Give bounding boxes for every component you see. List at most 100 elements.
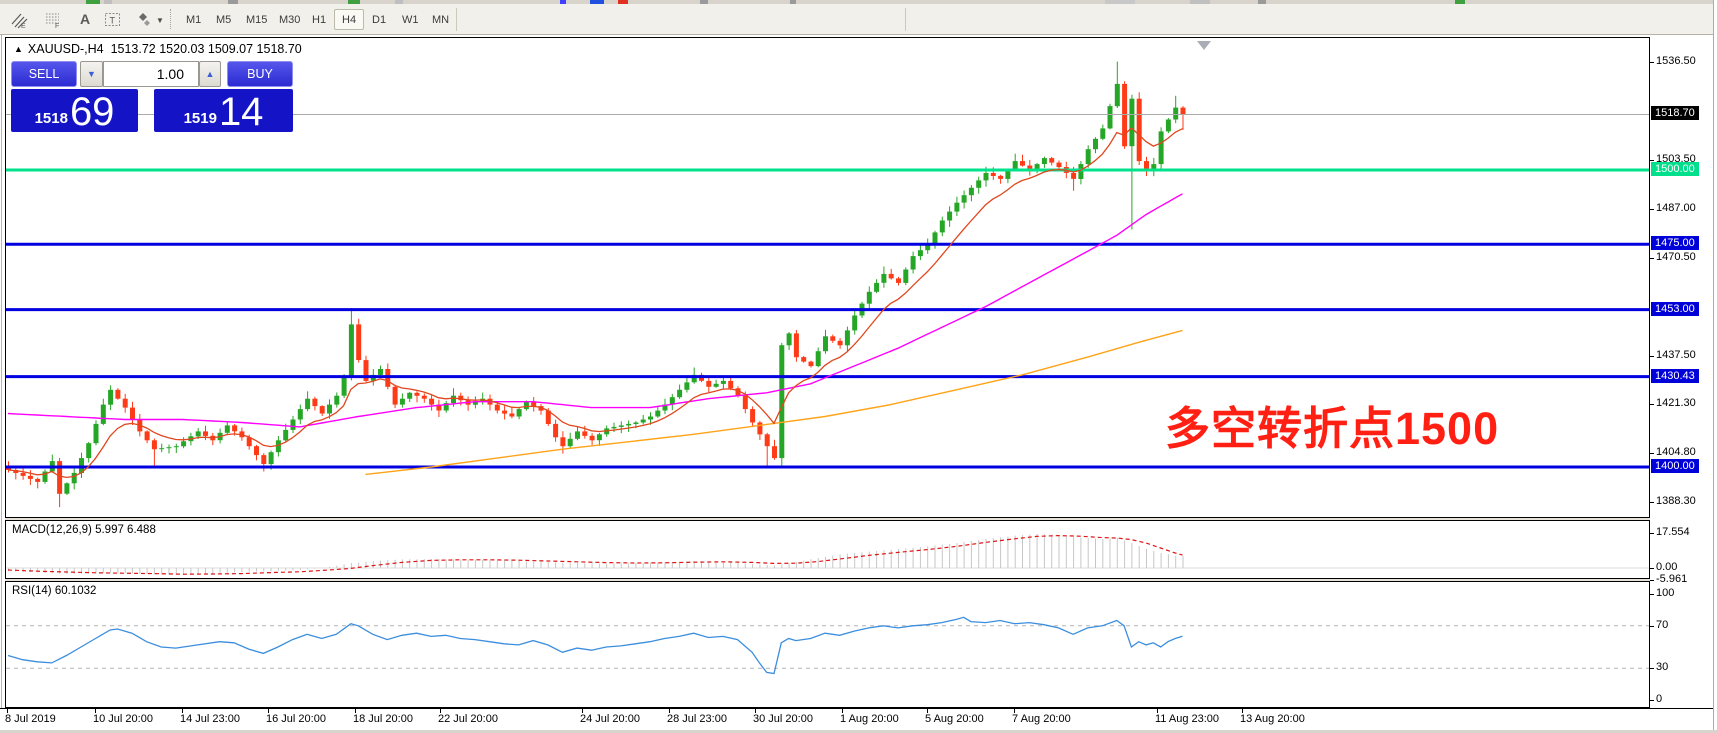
pane-splitter[interactable]: [5, 579, 1650, 581]
slow-ma-line: [365, 329, 1183, 476]
equidistant-channel-icon[interactable]: E: [6, 7, 32, 31]
time-tick-label: 30 Jul 20:00: [753, 713, 813, 725]
timeframe-button-m15[interactable]: M15: [246, 14, 268, 26]
volume-decrease-button[interactable]: ▼: [80, 61, 103, 87]
price-axis[interactable]: 1536.50 1503.50 1487.00 1470.50 1437.50 1421.…: [1650, 37, 1714, 708]
price-chart-canvas[interactable]: [6, 38, 1649, 517]
time-tick: [1242, 709, 1243, 713]
toolbar-divider: [456, 8, 457, 31]
sell-price-main: 1518: [34, 110, 68, 127]
axis-tick: [1650, 533, 1654, 534]
axis-tick: [1650, 626, 1654, 627]
sell-quote-panel[interactable]: 1518 69: [11, 89, 138, 132]
window-bottom-border: [0, 730, 1717, 733]
price-badge: 1500.00: [1651, 162, 1699, 176]
window-edge-fragment: [348, 0, 360, 4]
text-tool-icon[interactable]: A: [79, 11, 91, 27]
scroll-end-marker-icon: [1197, 41, 1211, 50]
timeframe-button-d1[interactable]: D1: [372, 14, 387, 26]
time-tick: [669, 709, 670, 713]
buy-price-pips: 14: [218, 90, 264, 134]
macd-tick-label: 0.00: [1656, 561, 1678, 573]
macd-histogram: [8, 534, 1184, 575]
axis-tick: [1650, 404, 1654, 405]
timeframe-button-h1[interactable]: H1: [312, 14, 327, 26]
price-badge: 1475.00: [1651, 236, 1699, 250]
time-tick: [582, 709, 583, 713]
time-tick: [355, 709, 356, 713]
time-tick-label: 24 Jul 20:00: [580, 713, 640, 725]
price-badge: 1518.70: [1651, 106, 1699, 120]
time-tick: [927, 709, 928, 713]
timeframe-button-h4[interactable]: H4: [334, 9, 365, 30]
axis-tick: [1650, 568, 1654, 569]
macd-label: MACD(12,26,9) 5.997 6.488: [12, 524, 156, 536]
svg-text:F: F: [55, 23, 59, 29]
time-axis[interactable]: 8 Jul 2019 10 Jul 20:00 14 Jul 23:00 16 Jul…: [0, 708, 1714, 730]
timeframe-button-w1[interactable]: W1: [402, 14, 419, 26]
time-tick: [440, 709, 441, 713]
price-badge: 1430.43: [1651, 369, 1699, 383]
toolbar-separator: [170, 9, 174, 29]
time-tick-label: 22 Jul 20:00: [438, 713, 498, 725]
buy-price-main: 1519: [183, 110, 217, 127]
macd-canvas[interactable]: [6, 521, 1649, 578]
macd-tick-label: -5.961: [1656, 573, 1688, 585]
time-tick: [182, 709, 183, 713]
time-tick-label: 18 Jul 20:00: [353, 713, 413, 725]
axis-tick: [1650, 209, 1654, 210]
time-tick: [7, 709, 8, 713]
rsi-level-lines: [6, 625, 1649, 669]
timeframe-button-m1[interactable]: M1: [186, 14, 202, 26]
axis-tick: [1650, 668, 1654, 669]
window-edge-fragment: [1455, 0, 1465, 4]
shapes-dropdown-caret-icon[interactable]: ▼: [156, 16, 164, 25]
shapes-tool-icon[interactable]: [132, 7, 158, 31]
pane-splitter[interactable]: [5, 518, 1650, 520]
text-annotation[interactable]: 多空转折点1500: [1165, 403, 1500, 454]
price-tick-label: 1404.80: [1656, 446, 1696, 458]
window-edge-fragment: [1190, 0, 1210, 4]
rsi-tick-label: 30: [1656, 661, 1669, 673]
timeframe-button-m30[interactable]: M30: [279, 14, 301, 26]
time-tick-label: 8 Jul 2019: [5, 713, 56, 725]
price-tick-label: 1470.50: [1656, 251, 1696, 263]
price-badge: 1400.00: [1651, 459, 1699, 473]
text-label-tool-icon[interactable]: T: [100, 7, 126, 31]
timeframe-button-mn[interactable]: MN: [432, 14, 450, 26]
time-tick-label: 5 Aug 20:00: [925, 713, 984, 725]
price-tick-label: 1487.00: [1656, 202, 1696, 214]
time-tick-label: 7 Aug 20:00: [1012, 713, 1071, 725]
macd-signal-line: [7, 534, 1183, 575]
price-tick-label: 1421.30: [1656, 397, 1696, 409]
collapse-arrow-icon[interactable]: ▲: [14, 44, 23, 54]
buy-quote-panel[interactable]: 1519 14: [154, 89, 293, 132]
price-tick-label: 1536.50: [1656, 55, 1696, 67]
time-tick: [1157, 709, 1158, 713]
axis-tick: [1650, 700, 1654, 701]
axis-tick: [1650, 453, 1654, 454]
fast-ma-line: [7, 127, 1183, 479]
axis-tick: [1650, 356, 1654, 357]
chart-title: ▲ XAUUSD-,H4 1513.72 1520.03 1509.07 1518…: [14, 42, 302, 56]
svg-text:T: T: [110, 16, 116, 26]
time-tick: [842, 709, 843, 713]
svg-text:E: E: [21, 23, 26, 29]
axis-tick: [1650, 594, 1654, 595]
price-chart-pane: ▲ XAUUSD-,H4 1513.72 1520.03 1509.07 1518…: [5, 37, 1650, 518]
macd-indicator-pane: MACD(12,26,9) 5.997 6.488: [5, 520, 1650, 579]
timeframe-button-m5[interactable]: M5: [216, 14, 232, 26]
buy-button[interactable]: BUY: [227, 61, 293, 87]
time-tick-label: 13 Aug 20:00: [1240, 713, 1305, 725]
window-right-border: [1713, 0, 1717, 733]
price-tick-label: 1388.30: [1656, 495, 1696, 507]
volume-increase-button[interactable]: ▲: [199, 61, 221, 87]
volume-input[interactable]: [103, 61, 199, 87]
time-tick: [755, 709, 756, 713]
window-edge-fragment: [560, 0, 566, 4]
sell-button[interactable]: SELL: [11, 61, 77, 87]
rsi-canvas[interactable]: [6, 582, 1649, 707]
fibonacci-retracement-icon[interactable]: F: [40, 7, 66, 31]
time-tick-label: 11 Aug 23:00: [1155, 713, 1220, 725]
